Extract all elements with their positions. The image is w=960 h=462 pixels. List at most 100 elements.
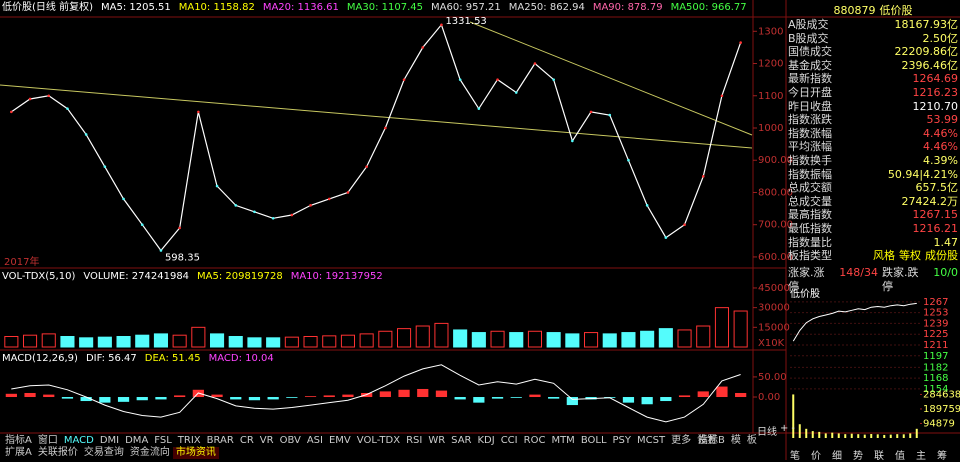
macd-bar	[248, 397, 261, 401]
side-tab[interactable]: +	[780, 423, 789, 434]
extension-tab[interactable]: 资金流向	[129, 447, 170, 458]
price-point	[514, 91, 518, 94]
indicator-tab[interactable]: MTM	[551, 435, 575, 446]
panel-tab[interactable]: 筹	[937, 451, 947, 462]
intraday-tick-label: 1154	[923, 384, 948, 395]
indicator-tab[interactable]: VR	[259, 435, 274, 446]
macd-bar	[174, 395, 186, 398]
panel-tab[interactable]: 价	[811, 451, 821, 462]
volume-bar	[60, 336, 75, 348]
price-point	[28, 97, 32, 101]
indicator-tab[interactable]: BRAR	[206, 435, 234, 446]
intraday-tick-label: 1197	[923, 351, 948, 362]
price-point	[66, 107, 69, 110]
volume-bar	[415, 325, 430, 348]
indicator-tab[interactable]: 指标B	[698, 435, 725, 446]
macd-bar	[61, 397, 74, 399]
intraday-volume-bar	[883, 434, 886, 438]
indicator-tab[interactable]: 窗口	[37, 435, 58, 446]
extension-tab[interactable]: 交易查询	[83, 447, 124, 458]
indicator-tab[interactable]: 设置	[697, 435, 718, 446]
price-legend: 低价股(日线 前复权) MA5: 1205.51 MA10: 1158.82 MA20…	[2, 1, 747, 15]
macd-bar	[24, 392, 36, 398]
indicator-tab[interactable]: CR	[239, 435, 254, 446]
type-link-tab[interactable]: 成份股	[925, 249, 958, 263]
trend-line	[0, 84, 753, 149]
price-point	[589, 110, 593, 114]
indicator-tab[interactable]: RSI	[406, 435, 423, 446]
indicator-tab[interactable]: ROC	[523, 435, 546, 446]
volume-bar	[397, 328, 412, 348]
intraday-volume-bar	[889, 434, 892, 438]
quote-label: 今日开盘	[788, 85, 832, 99]
extension-tab[interactable]: 市场资讯	[172, 447, 219, 459]
macd-bar	[622, 397, 635, 403]
volume-bar	[191, 326, 206, 348]
macd-bar	[566, 397, 578, 406]
quote-label: 最新指数	[788, 72, 832, 86]
panel-tab[interactable]: 主	[916, 451, 926, 462]
legend-item: MA5: 209819728	[197, 271, 283, 282]
panel-tab[interactable]: 细	[832, 451, 842, 462]
indicator-tab[interactable]: ASI	[306, 435, 323, 446]
side-tab[interactable]: -	[791, 423, 795, 434]
indicator-tab[interactable]: 更多	[671, 435, 692, 446]
legend-item: MA90: 878.79	[592, 2, 663, 13]
intraday-volume-label: 94879	[923, 418, 955, 429]
down-label: 跌家.跌停	[882, 265, 919, 293]
indicator-tab[interactable]: MCST	[637, 435, 666, 446]
price-point	[140, 223, 144, 227]
macd-bar	[304, 396, 317, 398]
intraday-volume-bar	[896, 434, 899, 438]
quote-row: 最低指数 1216.21	[788, 222, 958, 236]
panel-tab[interactable]: 联	[874, 451, 884, 462]
type-link-tab[interactable]: 风格	[873, 249, 895, 263]
indicator-tab[interactable]: EMV	[328, 435, 351, 446]
price-point	[234, 204, 238, 207]
price-point	[645, 204, 649, 207]
indicator-tab[interactable]: VOL-TDX	[356, 435, 401, 446]
indicator-tab[interactable]: KDJ	[477, 435, 495, 446]
side-tab[interactable]: 日线	[757, 427, 777, 438]
type-link-tab[interactable]: 等权	[899, 249, 921, 263]
indicator-tab[interactable]: PSY	[612, 435, 632, 446]
intraday-volume-bar	[863, 434, 866, 438]
intraday-volume-bar	[831, 432, 834, 438]
intraday-volume-bar	[811, 431, 814, 438]
quote-value: 22209.86亿	[894, 45, 959, 59]
y-tick-label: 15000	[758, 322, 790, 333]
indicator-tab[interactable]: OBV	[279, 435, 301, 446]
indicator-tab[interactable]: DMA	[125, 435, 149, 446]
indicator-tab[interactable]: SAR	[451, 435, 472, 446]
extension-tab[interactable]: 关联报价	[37, 447, 78, 458]
intraday-volume-bar	[902, 434, 905, 438]
legend-item: MA10: 192137952	[290, 271, 383, 282]
quote-panel: 880879 低价股 A股成交 18167.93亿 B股成交 2.50亿 国债成交 22209…	[788, 2, 959, 293]
indicator-tab[interactable]: 模	[730, 435, 741, 446]
intraday-volume-bar	[798, 424, 801, 438]
indicator-tab[interactable]: 指标A	[5, 435, 32, 446]
indicator-tab[interactable]: FSL	[154, 435, 172, 446]
quote-value: 1210.70	[912, 99, 959, 113]
quote-row: 指数涨跌 53.99	[788, 113, 958, 127]
quote-row: 指数涨幅 4.46%	[788, 127, 958, 141]
price-point	[458, 78, 462, 81]
extension-tab[interactable]: 扩展A	[5, 447, 32, 458]
indicator-tab[interactable]: WR	[428, 435, 446, 446]
indicator-tab[interactable]: DMI	[99, 435, 120, 446]
indicator-tab[interactable]: MACD	[63, 435, 94, 446]
panel-tab[interactable]: 值	[895, 451, 905, 462]
panel-tab[interactable]: 笔	[790, 451, 800, 462]
macd-bar	[398, 389, 410, 398]
index-name: 低价股	[879, 4, 913, 17]
volume-bar	[23, 334, 38, 348]
panel-tab[interactable]: 势	[853, 451, 863, 462]
panel-header: 880879 低价股	[788, 2, 958, 18]
price-line	[10, 23, 742, 252]
legend-item: MACD(12,26,9)	[2, 353, 78, 364]
indicator-tab[interactable]: 板	[746, 435, 757, 446]
indicator-tab[interactable]: CCI	[500, 435, 518, 446]
indicator-tab[interactable]: TRIX	[177, 435, 201, 446]
indicator-tab[interactable]: BOLL	[580, 435, 607, 446]
price-point	[720, 94, 724, 98]
